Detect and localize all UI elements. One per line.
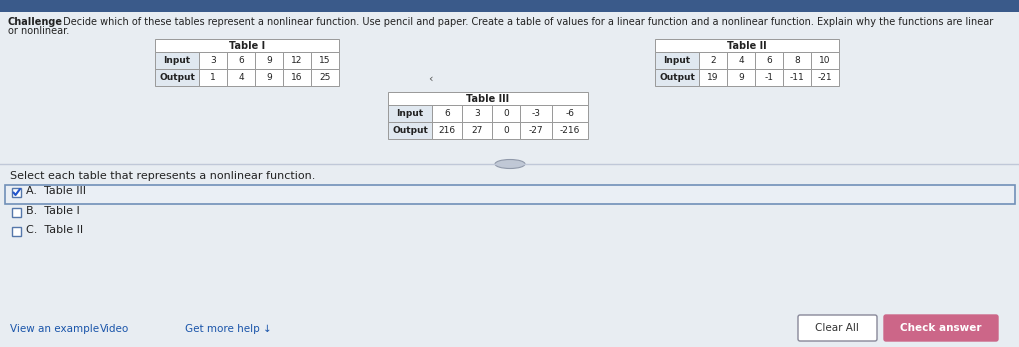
Bar [754, 69, 783, 86]
Text: -6: -6 [565, 109, 574, 118]
Bar [199, 52, 227, 69]
Text: -1: -1 [764, 73, 772, 82]
Text: Output: Output [658, 73, 694, 82]
Text: Output: Output [159, 73, 195, 82]
Bar [387, 105, 432, 122]
Text: 10: 10 [818, 56, 829, 65]
Text: 6: 6 [765, 56, 771, 65]
Text: Input: Input [396, 109, 423, 118]
Bar [432, 105, 462, 122]
Text: -27: -27 [528, 126, 543, 135]
Text: 0: 0 [502, 126, 508, 135]
Bar [654, 69, 698, 86]
Text: 25: 25 [319, 73, 330, 82]
Bar [199, 69, 227, 86]
Bar [12, 208, 21, 217]
Bar [227, 52, 255, 69]
Bar [155, 69, 199, 86]
Text: C.  Table II: C. Table II [25, 225, 83, 235]
Text: -21: -21 [817, 73, 832, 82]
Bar [255, 69, 282, 86]
Text: 27: 27 [471, 126, 482, 135]
Bar [654, 52, 698, 69]
Bar [0, 0, 1019, 12]
Text: 9: 9 [266, 73, 272, 82]
Bar [810, 52, 839, 69]
Bar [282, 52, 311, 69]
Text: 0: 0 [502, 109, 508, 118]
Bar [255, 52, 282, 69]
Ellipse shape [494, 160, 525, 169]
Text: -11: -11 [789, 73, 804, 82]
Bar [727, 69, 754, 86]
Text: A.  Table III: A. Table III [25, 186, 86, 196]
Bar [520, 122, 551, 139]
Bar [462, 122, 491, 139]
Bar [810, 69, 839, 86]
Text: View an example: View an example [10, 324, 99, 334]
Bar [783, 52, 810, 69]
Bar [155, 52, 199, 69]
Bar [551, 122, 587, 139]
Bar [654, 39, 839, 52]
FancyBboxPatch shape [797, 315, 876, 341]
Text: ‹: ‹ [427, 74, 432, 84]
Text: Get more help ↓: Get more help ↓ [184, 324, 271, 334]
Bar [432, 122, 462, 139]
Text: Challenge: Challenge [8, 17, 63, 27]
Bar [698, 52, 727, 69]
Bar [387, 122, 432, 139]
Bar [12, 188, 21, 197]
Text: 4: 4 [738, 56, 743, 65]
Text: Table III: Table III [466, 93, 510, 103]
Text: -3: -3 [531, 109, 540, 118]
Bar [491, 105, 520, 122]
Text: 8: 8 [794, 56, 799, 65]
Bar [551, 105, 587, 122]
Bar [227, 69, 255, 86]
Text: Check answer: Check answer [900, 323, 981, 333]
Bar [155, 39, 338, 52]
Text: 16: 16 [291, 73, 303, 82]
Text: 2: 2 [709, 56, 715, 65]
Bar [754, 52, 783, 69]
Text: Video: Video [100, 324, 129, 334]
Bar [12, 227, 21, 236]
Text: 6: 6 [237, 56, 244, 65]
Text: 9: 9 [266, 56, 272, 65]
Text: 3: 3 [474, 109, 479, 118]
Bar [698, 69, 727, 86]
Bar [520, 105, 551, 122]
Bar [783, 69, 810, 86]
Bar [311, 69, 338, 86]
Text: 1: 1 [210, 73, 216, 82]
Text: Input: Input [163, 56, 191, 65]
Text: 19: 19 [706, 73, 718, 82]
Text: 9: 9 [738, 73, 743, 82]
Text: Output: Output [391, 126, 428, 135]
Text: 3: 3 [210, 56, 216, 65]
Bar [491, 122, 520, 139]
Text: B.  Table I: B. Table I [25, 206, 79, 216]
Text: Table II: Table II [727, 41, 766, 51]
Text: 4: 4 [238, 73, 244, 82]
Text: -216: -216 [559, 126, 580, 135]
Text: Input: Input [662, 56, 690, 65]
Bar [282, 69, 311, 86]
Text: 6: 6 [443, 109, 449, 118]
Text: Select each table that represents a nonlinear function.: Select each table that represents a nonl… [10, 171, 315, 181]
Bar [311, 52, 338, 69]
Text: Table I: Table I [228, 41, 265, 51]
Text: 15: 15 [319, 56, 330, 65]
Text: 12: 12 [291, 56, 303, 65]
Text: or nonlinear.: or nonlinear. [8, 26, 69, 36]
Bar [387, 92, 587, 105]
FancyBboxPatch shape [5, 185, 1014, 204]
Bar [727, 52, 754, 69]
Text: Clear All: Clear All [814, 323, 858, 333]
Text: Decide which of these tables represent a nonlinear function. Use pencil and pape: Decide which of these tables represent a… [60, 17, 993, 27]
Text: 216: 216 [438, 126, 455, 135]
FancyBboxPatch shape [883, 315, 997, 341]
Bar [462, 105, 491, 122]
